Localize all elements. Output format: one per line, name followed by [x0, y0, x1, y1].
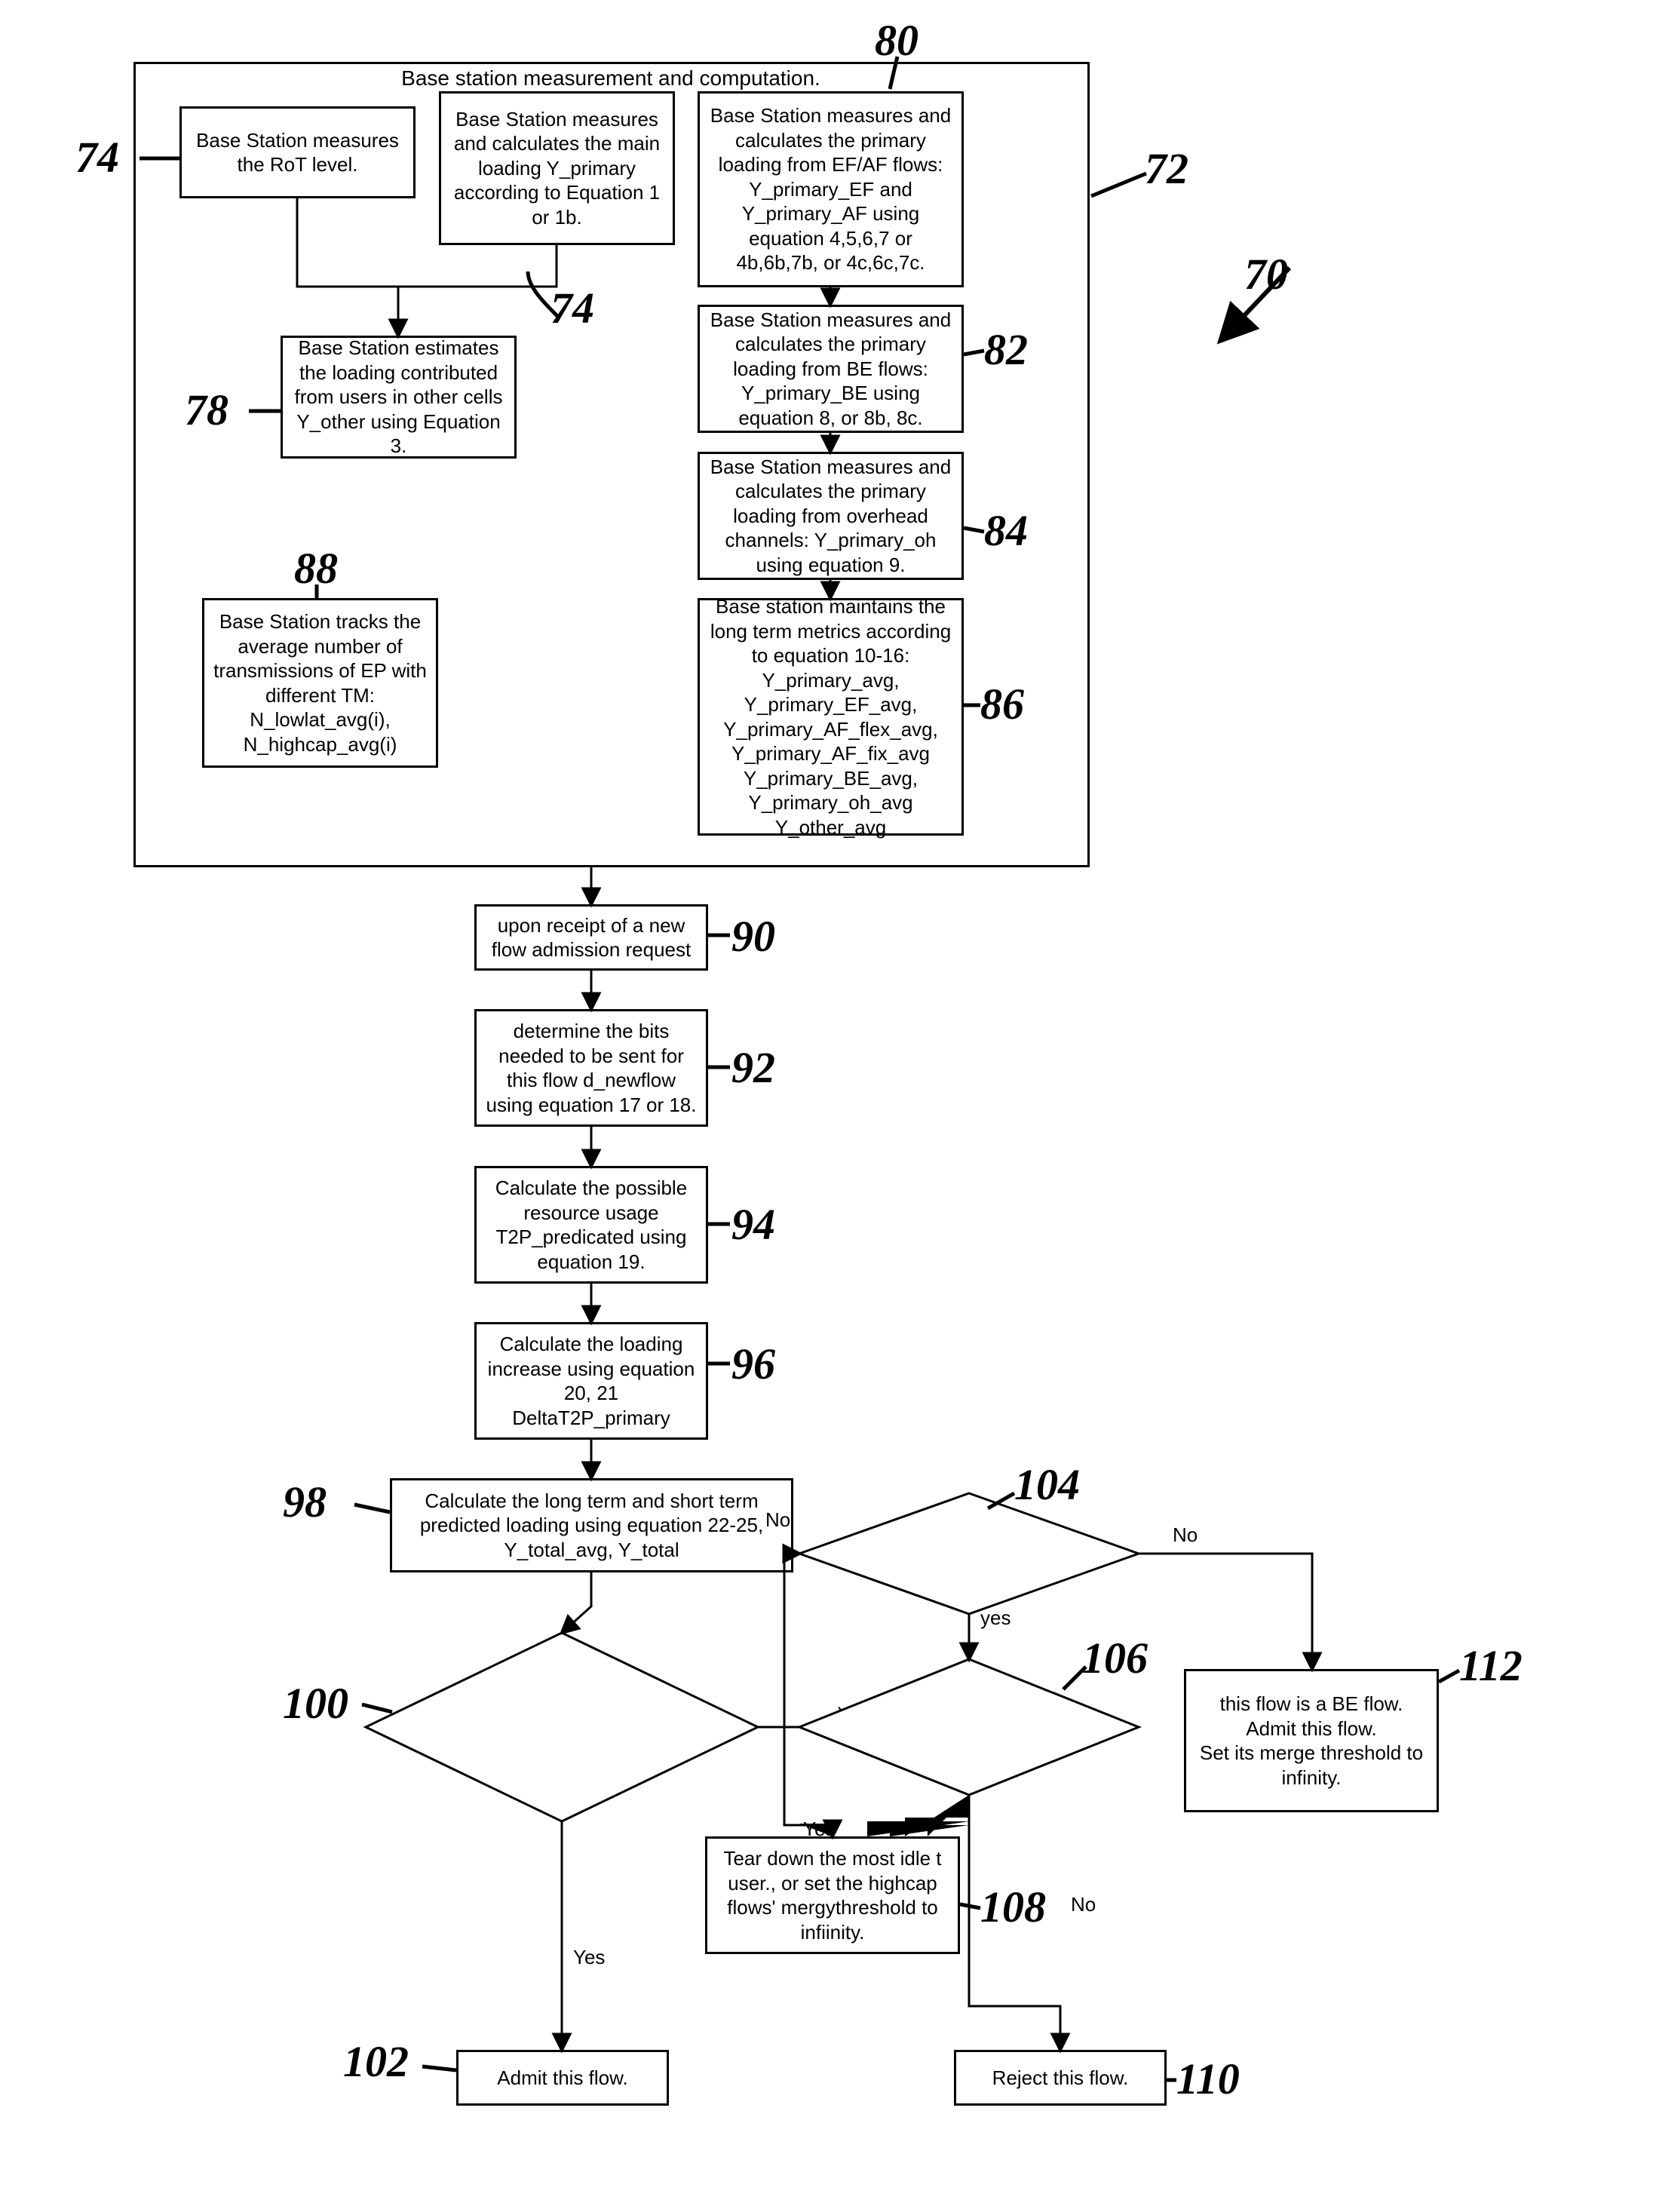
- edge-no-100: No: [765, 1508, 790, 1532]
- annot-96: 96: [731, 1339, 775, 1389]
- edge-yes-106: Yes: [803, 1818, 835, 1841]
- diamond-104-text: this flow is an EF or AF flow: [830, 1533, 1109, 1557]
- annot-86: 86: [980, 679, 1024, 729]
- annot-100: 100: [283, 1678, 348, 1729]
- node-96: Calculate the loading increase using equ…: [474, 1322, 708, 1440]
- node-110: Reject this flow.: [954, 2050, 1167, 2106]
- node-86-text: Base station maintains the long term met…: [707, 594, 954, 839]
- node-78-text: Base Station estimates the loading contr…: [290, 336, 507, 459]
- node-98-text: Calculate the long term and short term p…: [400, 1489, 784, 1563]
- node-78: Base Station estimates the loading contr…: [281, 336, 517, 459]
- node-108-text: Tear down the most idle t user., or set …: [715, 1846, 950, 1944]
- annot-78: 78: [185, 385, 228, 435]
- node-112: this flow is a BE flow. Admit this flow.…: [1184, 1669, 1439, 1812]
- annot-108: 108: [980, 1882, 1046, 1932]
- node-80: Base Station measures and calculates the…: [698, 91, 964, 287]
- annot-80: 80: [875, 15, 919, 66]
- node-82: Base Station measures and calculates the…: [698, 305, 964, 433]
- container-72-title: Base station measurement and computation…: [249, 66, 973, 91]
- edge-no-106: No: [1071, 1893, 1096, 1916]
- annot-70: 70: [1244, 249, 1288, 299]
- annot-112: 112: [1459, 1640, 1523, 1691]
- node-96-text: Calculate the loading increase using equ…: [484, 1332, 698, 1430]
- annot-104: 104: [1014, 1459, 1080, 1510]
- node-74b: Base Station measures and calculates the…: [439, 91, 675, 245]
- node-88-text: Base Station tracks the average number o…: [212, 609, 428, 756]
- annot-92: 92: [731, 1042, 775, 1093]
- node-102-text: Admit this flow.: [497, 2066, 627, 2091]
- edge-yes-104: yes: [980, 1606, 1011, 1630]
- node-74a-text: Base Station measures the RoT level.: [189, 128, 406, 177]
- node-102: Admit this flow.: [456, 2050, 669, 2106]
- node-74a: Base Station measures the RoT level.: [179, 106, 416, 198]
- node-90-text: upon receipt of a new flow admission req…: [484, 913, 698, 962]
- node-108: Tear down the most idle t user., or set …: [705, 1836, 960, 1954]
- annot-98: 98: [283, 1477, 327, 1527]
- node-80-text: Base Station measures and calculates the…: [707, 103, 954, 275]
- diamond-106-text: Y_total_avg<=Y_threshold_avg: [830, 1703, 1109, 1726]
- node-92: determine the bits needed to be sent for…: [474, 1009, 708, 1127]
- annot-110: 110: [1176, 2054, 1240, 2104]
- node-98: Calculate the long term and short term p…: [390, 1478, 793, 1572]
- annot-72: 72: [1145, 143, 1188, 194]
- node-88: Base Station tracks the average number o…: [202, 598, 438, 768]
- node-86: Base station maintains the long term met…: [698, 598, 964, 836]
- node-110-text: Reject this flow.: [992, 2066, 1129, 2091]
- annot-106: 106: [1082, 1633, 1148, 1683]
- node-92-text: determine the bits needed to be sent for…: [484, 1019, 698, 1117]
- node-94: Calculate the possible resource usage T2…: [474, 1166, 708, 1284]
- annot-102: 102: [343, 2036, 409, 2087]
- node-112-text: this flow is a BE flow. Admit this flow.…: [1194, 1692, 1429, 1790]
- annot-90: 90: [731, 911, 775, 962]
- annot-74L: 74: [75, 132, 119, 183]
- annot-88: 88: [294, 543, 338, 594]
- edge-yes-100: Yes: [573, 1946, 605, 1969]
- annot-94: 94: [731, 1199, 775, 1250]
- edge-no-104: No: [1173, 1523, 1198, 1547]
- annot-74R: 74: [550, 283, 594, 333]
- annot-84: 84: [984, 505, 1028, 556]
- annot-82: 82: [984, 324, 1028, 375]
- node-74b-text: Base Station measures and calculates the…: [449, 107, 665, 230]
- node-90: upon receipt of a new flow admission req…: [474, 904, 708, 971]
- flowchart-canvas: Base station measurement and computation…: [0, 0, 1653, 2212]
- node-84-text: Base Station measures and calculates the…: [707, 455, 954, 578]
- node-82-text: Base Station measures and calculates the…: [707, 308, 954, 431]
- node-94-text: Calculate the possible resource usage T2…: [484, 1176, 698, 1274]
- diamond-100-text: Y_total_avg<=Y_threshold_avg && Y_total …: [385, 1703, 739, 1750]
- node-84: Base Station measures and calculates the…: [698, 452, 964, 580]
